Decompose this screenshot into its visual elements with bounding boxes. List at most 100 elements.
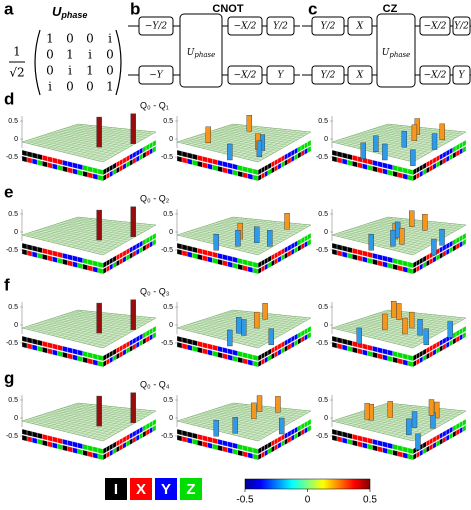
axis-strip xyxy=(142,337,147,345)
axis-strip xyxy=(186,158,193,165)
floor-grid xyxy=(242,130,297,159)
bar-decoration xyxy=(130,113,136,144)
axis-strip xyxy=(186,245,193,252)
axis-strip xyxy=(139,147,143,155)
axis-strip xyxy=(192,345,198,353)
axis-strip xyxy=(416,165,420,174)
axis-strip xyxy=(197,346,203,354)
axis-strip xyxy=(21,428,28,436)
bar-decoration xyxy=(254,226,260,243)
axis-strip xyxy=(287,342,292,351)
gate-u xyxy=(179,13,223,88)
axis-strip xyxy=(217,444,223,452)
axis-strip xyxy=(307,325,312,334)
axis-strip xyxy=(407,261,414,269)
axis-strip xyxy=(341,344,348,351)
legend-label: X xyxy=(136,481,146,498)
axis-strip xyxy=(217,252,223,260)
axis-strip xyxy=(284,431,288,440)
axis-strip xyxy=(57,344,63,352)
gate-label: Y/2 xyxy=(321,22,336,32)
z-tick-label: -0.5 xyxy=(316,433,328,440)
legend-swatch xyxy=(180,478,202,500)
axis-strip xyxy=(57,350,63,358)
axis-strip xyxy=(212,158,218,166)
axis-strip xyxy=(382,162,388,169)
legend: I X Y Z -0.5 0 0.5 xyxy=(105,478,377,506)
floor-grid xyxy=(53,410,133,425)
floor-grid xyxy=(208,317,288,332)
axis-strip xyxy=(261,450,265,459)
axis-strip xyxy=(26,343,33,350)
axis-strip xyxy=(452,151,457,159)
axis-strip xyxy=(452,337,457,345)
axis-strip xyxy=(267,348,272,356)
gate xyxy=(419,16,451,36)
axis-strip xyxy=(377,254,383,261)
bar-decoration xyxy=(387,401,393,418)
axis-strip xyxy=(47,255,53,262)
bar-decoration xyxy=(235,317,242,334)
axis-strip xyxy=(176,242,183,250)
floor-grid xyxy=(92,316,147,346)
axis-strip xyxy=(77,169,83,177)
floor-grid xyxy=(62,220,118,246)
axis-strip xyxy=(135,155,140,163)
axis-strip xyxy=(72,162,78,169)
axis-strip xyxy=(426,346,430,354)
axis-strip xyxy=(426,439,430,447)
axis-strip xyxy=(372,345,378,353)
axis-strip xyxy=(387,169,393,177)
axis-strip xyxy=(336,151,343,158)
floor-grid xyxy=(70,219,150,229)
axis-strip xyxy=(181,157,188,164)
axis-strip xyxy=(42,160,48,168)
gate-label: Y/2 xyxy=(273,22,288,32)
axis-strip xyxy=(426,445,430,453)
gate-u-sub: phase xyxy=(389,51,410,59)
gate-u-main: U xyxy=(382,48,390,58)
floor-grid xyxy=(225,126,305,136)
axis-strip xyxy=(432,348,437,357)
axis-strip xyxy=(304,141,308,150)
axis-strip xyxy=(387,355,393,363)
axis-strip xyxy=(367,437,373,445)
axis-strip xyxy=(300,236,305,244)
axis-strip xyxy=(294,432,298,440)
z-tick-label: 0 xyxy=(169,136,173,143)
axis-strip xyxy=(62,258,68,266)
floor-grid xyxy=(402,316,457,346)
axis-strip xyxy=(145,428,150,436)
pair-label: Q₀ - Q₄ xyxy=(140,379,170,389)
floor-grid xyxy=(380,219,460,229)
axis-strip xyxy=(277,348,282,357)
floor xyxy=(176,216,312,256)
floor-grid xyxy=(392,129,447,158)
axis-strip xyxy=(237,350,243,358)
z-tick-label: -0.5 xyxy=(161,154,173,161)
axis-strip xyxy=(109,164,114,172)
axis-strip xyxy=(387,262,393,270)
axis-strip xyxy=(416,258,420,267)
axis-strip xyxy=(122,156,127,165)
axis-strip xyxy=(106,165,110,174)
axis-strip xyxy=(284,152,288,161)
colorbar-tick-label: 0.5 xyxy=(363,495,377,506)
axis-strip xyxy=(392,170,398,178)
axis-strip xyxy=(341,245,348,252)
axis-strip xyxy=(331,434,338,442)
axis-strip xyxy=(392,449,398,457)
axis-strip xyxy=(37,438,43,446)
floor-grid xyxy=(218,407,298,419)
axis-strip xyxy=(290,248,295,256)
axis-strip xyxy=(407,453,414,461)
floor-grid xyxy=(222,407,277,433)
z-tick-label: -0.5 xyxy=(316,340,328,347)
axis-strip xyxy=(392,263,398,271)
axis-strip xyxy=(106,264,110,273)
bar-decoration xyxy=(256,140,263,158)
axis-strip xyxy=(37,159,43,167)
axis-strip xyxy=(412,266,417,275)
axis-strip xyxy=(397,259,404,266)
axis-strip xyxy=(176,155,183,163)
